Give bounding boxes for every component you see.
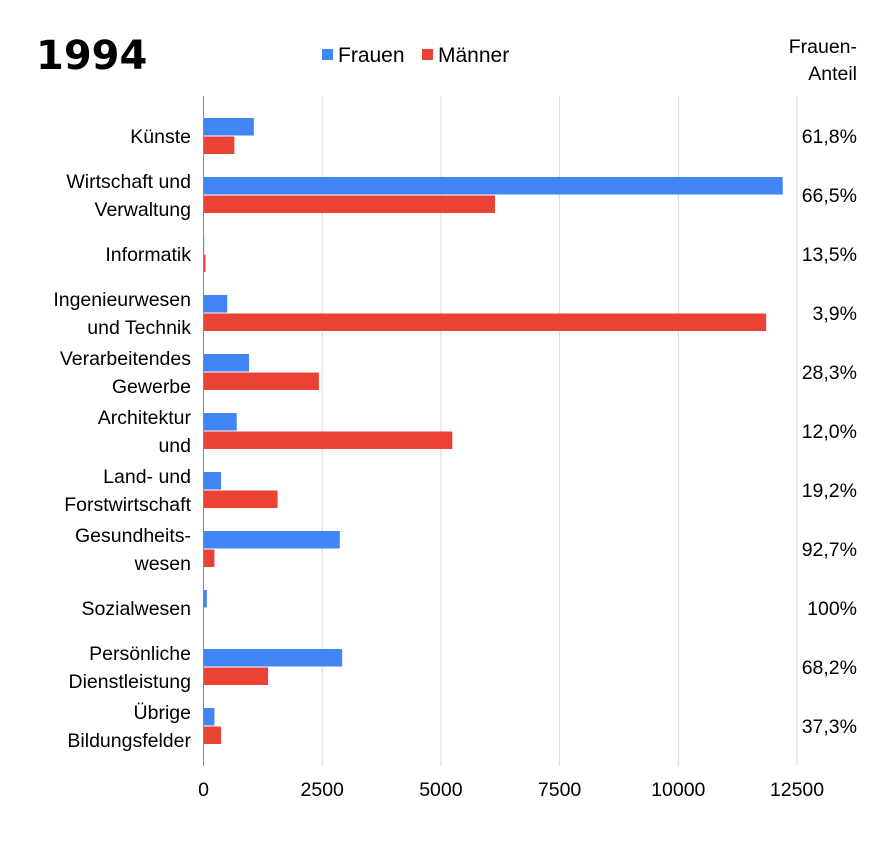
- category-label: Forstwirtschaft: [64, 494, 191, 516]
- bar-frauen: [203, 649, 343, 667]
- share-label: 28,3%: [802, 362, 857, 384]
- category-label: Gewerbe: [112, 376, 191, 398]
- share-label: 66,5%: [802, 185, 857, 207]
- bar-männer: [203, 667, 269, 685]
- x-axis-ticks: 0 2500 5000 7500 10000 12500: [198, 779, 824, 801]
- bar-frauen: [203, 177, 783, 195]
- share-label: 92,7%: [802, 539, 857, 561]
- category-label: und Technik: [87, 317, 191, 339]
- x-tick-label: 10000: [651, 779, 705, 801]
- bar-frauen: [203, 295, 228, 313]
- legend: Frauen Männer: [322, 44, 509, 67]
- bar-frauen: [203, 708, 215, 726]
- share-label: 68,2%: [802, 657, 857, 679]
- share-label: 61,8%: [802, 126, 857, 148]
- category-label: Dienstleistung: [69, 671, 191, 693]
- share-header-line: Anteil: [808, 63, 857, 85]
- bar-männer: [203, 136, 235, 154]
- share-label: 12,0%: [802, 421, 857, 443]
- bar-männer: [203, 431, 453, 449]
- bar-frauen: [203, 590, 207, 608]
- category-label: Sozialwesen: [82, 598, 191, 620]
- bar-männer: [203, 254, 206, 272]
- bar-männer: [203, 490, 278, 508]
- category-label: wesen: [134, 553, 191, 575]
- share-header: Frauen- Anteil: [789, 36, 857, 85]
- category-label: Verwaltung: [95, 199, 191, 221]
- bar-männer: [203, 195, 496, 213]
- share-label: 37,3%: [802, 716, 857, 738]
- category-labels: Künste Wirtschaft und Verwaltung Informatik…: [53, 126, 191, 752]
- bar-männer: [203, 313, 767, 331]
- category-label: Übrige: [134, 702, 191, 724]
- share-header-line: Frauen-: [789, 36, 857, 58]
- category-label: und: [158, 435, 191, 457]
- legend-label-frauen: Frauen: [338, 44, 405, 67]
- category-label: Informatik: [105, 244, 191, 266]
- legend-swatch-frauen: [322, 49, 333, 60]
- bar-frauen: [203, 118, 254, 136]
- category-label: Gesundheits-: [75, 525, 191, 547]
- x-tick-label: 12500: [770, 779, 824, 801]
- bar-frauen: [203, 531, 340, 549]
- bar-frauen: [203, 472, 222, 490]
- share-label: 3,9%: [813, 303, 857, 325]
- bar-männer: [203, 549, 215, 567]
- x-tick-label: 0: [198, 779, 209, 801]
- category-label: Bildungsfelder: [67, 730, 191, 752]
- category-label: Persönliche: [89, 643, 191, 665]
- share-labels: 61,8% 66,5% 13,5% 3,9% 28,3% 12,0% 19,2% 92,7% 1…: [802, 126, 857, 738]
- bars: [203, 118, 783, 744]
- chart-title: 1994: [36, 33, 147, 79]
- share-label: 19,2%: [802, 480, 857, 502]
- category-label: Ingenieurwesen: [53, 289, 191, 311]
- category-label: Land- und: [103, 466, 191, 488]
- bar-männer: [203, 726, 222, 744]
- x-tick-label: 2500: [301, 779, 345, 801]
- category-label: Verarbeitendes: [60, 348, 191, 370]
- bar-männer: [203, 372, 319, 390]
- legend-swatch-männer: [422, 49, 433, 60]
- legend-label-männer: Männer: [438, 44, 509, 67]
- bar-frauen: [203, 354, 250, 372]
- bar-frauen: [203, 413, 237, 431]
- category-label: Künste: [130, 126, 191, 148]
- x-tick-label: 7500: [538, 779, 582, 801]
- x-tick-label: 5000: [419, 779, 463, 801]
- category-label: Architektur: [98, 407, 192, 429]
- category-label: Wirtschaft und: [66, 171, 191, 193]
- share-label: 100%: [807, 598, 857, 620]
- share-label: 13,5%: [802, 244, 857, 266]
